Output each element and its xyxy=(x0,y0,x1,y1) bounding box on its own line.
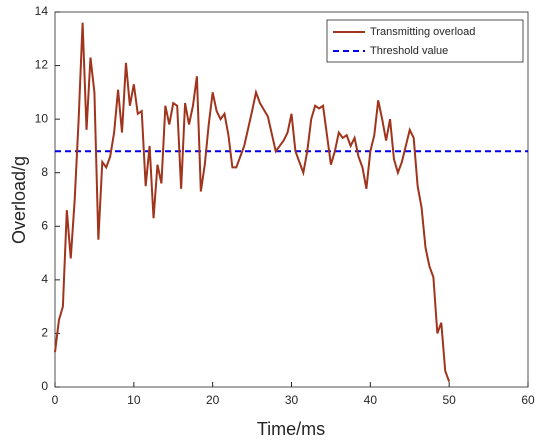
x-tick-label: 0 xyxy=(52,393,59,407)
y-tick-label: 6 xyxy=(41,218,48,232)
y-tick-label: 12 xyxy=(35,58,49,72)
x-axis-label: Time/ms xyxy=(257,419,325,439)
x-tick-label: 10 xyxy=(127,393,141,407)
y-tick-label: 14 xyxy=(35,4,49,18)
y-axis-label: Overload/g xyxy=(9,156,29,244)
x-tick-label: 30 xyxy=(285,393,299,407)
x-tick-label: 20 xyxy=(206,393,220,407)
x-tick-label: 40 xyxy=(364,393,378,407)
y-tick-label: 4 xyxy=(41,272,48,286)
data-line xyxy=(54,22,451,382)
x-tick-label: 60 xyxy=(521,393,535,407)
legend-label: Transmitting overload xyxy=(370,26,475,38)
y-tick-label: 8 xyxy=(41,165,48,179)
y-tick-label: 0 xyxy=(41,379,48,393)
x-tick-label: 50 xyxy=(442,393,456,407)
legend-box xyxy=(326,19,524,63)
y-tick-label: 10 xyxy=(35,111,49,125)
plot-area xyxy=(54,11,529,388)
legend-label: Threshold value xyxy=(370,45,448,57)
y-tick-label: 2 xyxy=(41,326,48,340)
